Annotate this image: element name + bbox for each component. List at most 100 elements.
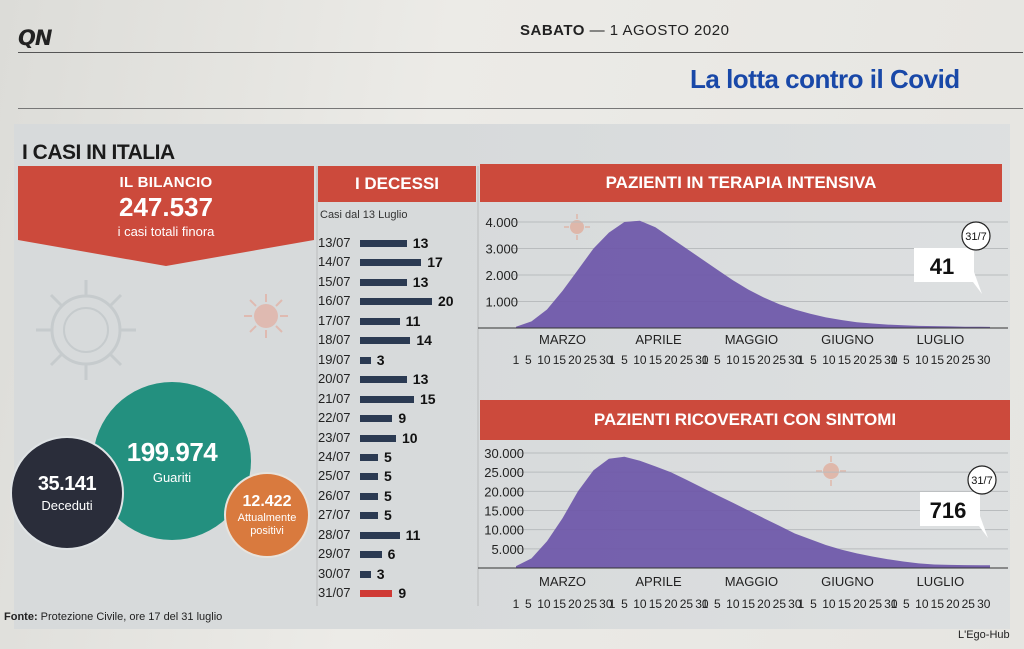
credit: L'Ego-Hub	[958, 629, 1010, 641]
day-tick-label: 15	[553, 597, 567, 611]
latest-value: 41	[930, 254, 954, 279]
day-tick-label: 30	[695, 353, 709, 367]
day-tick-label: 15	[931, 597, 945, 611]
day-tick-label: 25	[584, 353, 598, 367]
bilancio-banner	[18, 166, 314, 266]
day-tick-label: 15	[838, 597, 852, 611]
deceduti-bubble: 35.141 Deceduti	[10, 436, 124, 550]
day-tick-label: 1	[798, 353, 805, 367]
decessi-bar	[360, 434, 396, 442]
guariti-value: 199.974	[126, 437, 218, 467]
decessi-value: 3	[376, 565, 385, 582]
positivi-label-line2: positivi	[250, 525, 284, 537]
month-label: GIUGNO	[821, 332, 874, 347]
decessi-bar	[360, 356, 371, 364]
source-text: Protezione Civile, ore 17 del 31 luglio	[40, 611, 223, 623]
day-tick-label: 20	[757, 353, 771, 367]
decessi-bar	[360, 259, 422, 267]
area-series	[516, 220, 990, 328]
virus-icon	[36, 280, 136, 380]
decessi-date: 25/07	[318, 468, 351, 484]
decessi-value: 9	[398, 585, 407, 602]
bilancio-total: 247.537	[119, 192, 213, 222]
decessi-row: 17/07 11	[318, 312, 478, 330]
day-tick-label: 5	[525, 597, 532, 611]
terapia-header: PAZIENTI IN TERAPIA INTENSIVA	[480, 164, 1002, 202]
decessi-value: 14	[416, 332, 432, 349]
decessi-value: 13	[412, 371, 429, 388]
latest-value-box	[920, 492, 980, 526]
decessi-value: 5	[384, 468, 392, 485]
day-tick-label: 20	[853, 597, 867, 611]
latest-value-box	[914, 248, 974, 282]
latest-date-badge	[967, 465, 997, 495]
header-rule	[18, 52, 1023, 53]
day-tick-label: 25	[773, 353, 787, 367]
day-tick-label: 20	[664, 353, 678, 367]
decessi-value: 6	[387, 546, 396, 563]
guariti-label: Guariti	[152, 470, 192, 485]
decessi-value: 9	[398, 410, 407, 427]
day-tick-label: 10	[537, 353, 551, 367]
decessi-row: 25/07 5	[318, 467, 478, 485]
decessi-header: I DECESSI	[318, 166, 476, 202]
decessi-date: 21/07	[318, 390, 351, 406]
decessi-date: 20/07	[318, 371, 351, 387]
decessi-bar	[360, 415, 393, 423]
decessi-date: 14/07	[318, 254, 351, 270]
day-tick-label: 5	[810, 597, 817, 611]
day-tick-label: 5	[810, 353, 817, 367]
day-tick-label: 30	[977, 597, 991, 611]
virus-icon	[244, 294, 288, 338]
day-tick-label: 20	[757, 597, 771, 611]
decessi-value: 17	[427, 254, 443, 271]
decessi-row: 13/07 13	[318, 234, 478, 252]
positivi-value: 12.422	[242, 493, 292, 510]
bilancio-label: IL BILANCIO	[119, 174, 213, 191]
day-tick-label: 30	[884, 353, 898, 367]
decessi-row: 24/07 5	[318, 448, 478, 466]
decessi-date: 17/07	[318, 312, 351, 328]
decessi-bar	[360, 512, 378, 520]
guariti-bubble: 199.974 Guariti	[93, 382, 251, 540]
month-label: LUGLIO	[917, 332, 965, 347]
decessi-row: 27/07 5	[318, 506, 478, 524]
column-divider	[477, 166, 479, 606]
area-series	[516, 456, 990, 568]
day-tick-label: 5	[903, 597, 910, 611]
decessi-row: 16/07 20	[318, 292, 478, 310]
day-tick-label: 15	[742, 353, 756, 367]
y-tick-label: 10.000	[484, 523, 524, 538]
decessi-row: 18/07 14	[318, 331, 478, 349]
day-tick-label: 15	[649, 353, 663, 367]
day-tick-label: 30	[599, 597, 613, 611]
decessi-row: 29/07 6	[318, 545, 478, 563]
month-label: APRILE	[635, 574, 682, 589]
decessi-bar	[360, 473, 378, 481]
decessi-row: 26/07 5	[318, 487, 478, 505]
deceduti-label: Deceduti	[41, 498, 93, 513]
y-tick-label: 30.000	[484, 446, 524, 461]
month-label: LUGLIO	[917, 574, 965, 589]
virus-icon	[816, 456, 846, 486]
latest-date-badge	[961, 221, 991, 251]
day-tick-label: 1	[609, 597, 616, 611]
day-tick-label: 5	[903, 353, 910, 367]
section-rule	[18, 108, 1023, 109]
day-tick-label: 1	[891, 353, 898, 367]
y-tick-label: 4.000	[485, 215, 518, 230]
month-label: MARZO	[539, 574, 586, 589]
decessi-date: 19/07	[318, 351, 351, 367]
y-tick-label: 25.000	[484, 465, 524, 480]
decessi-bar	[360, 570, 371, 578]
day-tick-label: 15	[931, 353, 945, 367]
decessi-date: 31/07	[318, 585, 351, 601]
decessi-date: 24/07	[318, 448, 351, 464]
decessi-value: 5	[384, 487, 392, 504]
dateline: SABATO — 1 AGOSTO 2020	[520, 22, 729, 39]
decessi-value: 10	[402, 429, 418, 446]
day-tick-label: 5	[621, 597, 628, 611]
day-tick-label: 10	[822, 353, 836, 367]
decessi-row: 14/07 17	[318, 253, 478, 271]
month-label: MAGGIO	[725, 332, 778, 347]
